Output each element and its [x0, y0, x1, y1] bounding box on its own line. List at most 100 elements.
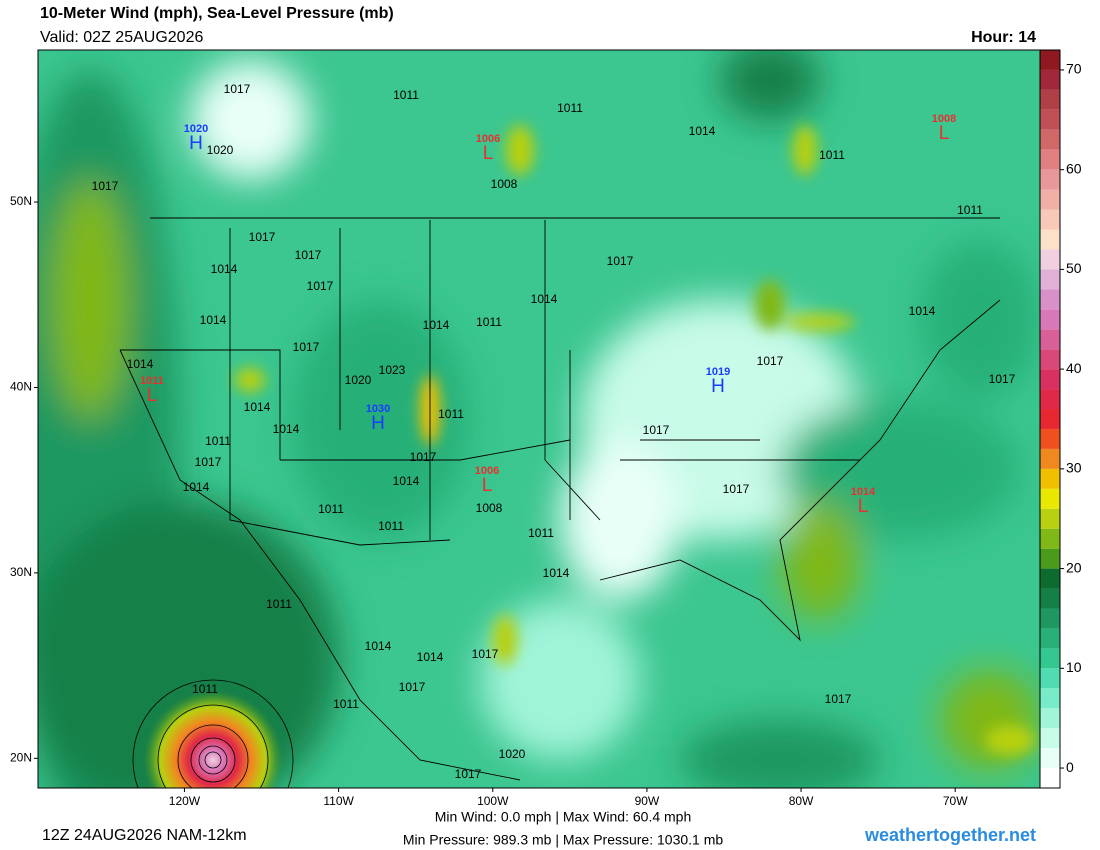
isobar-label: 1017	[307, 279, 334, 293]
colorbar-segment	[1040, 129, 1060, 150]
isobar-label: 1011	[393, 88, 419, 102]
colorbar-segment	[1040, 50, 1060, 70]
colorbar-label: 70	[1066, 61, 1082, 77]
center-letter: L	[939, 123, 950, 144]
isobar-label: 1014	[211, 262, 238, 276]
isobar-label: 1017	[399, 680, 426, 694]
colorbar-label: 20	[1066, 559, 1082, 575]
colorbar-segment	[1040, 389, 1060, 410]
lon-label: 70W	[943, 794, 968, 808]
colorbar-segment	[1040, 149, 1060, 170]
isobar-label: 1017	[643, 423, 670, 437]
isobar-label: 1023	[379, 363, 406, 377]
isobar-label: 1014	[417, 650, 444, 664]
colorbar-label: 10	[1066, 659, 1082, 675]
center-value: 1030	[366, 403, 390, 415]
isobar-label: 1017	[472, 647, 499, 661]
colorbar-segment	[1040, 349, 1060, 370]
storm-core	[143, 690, 283, 788]
isobar-label: 1011	[438, 407, 464, 421]
colorbar-label: 0	[1066, 759, 1074, 775]
colorbar-segment	[1040, 628, 1060, 649]
center-letter: L	[483, 143, 494, 164]
colorbar-segment	[1040, 768, 1060, 788]
isobar-label: 1014	[909, 304, 936, 318]
isobar-label: 1017	[249, 230, 276, 244]
colorbar-label: 30	[1066, 460, 1082, 476]
center-value: 1006	[475, 465, 499, 477]
colorbar-segment	[1040, 548, 1060, 569]
isobar-label: 1017	[92, 179, 119, 193]
isobar-label: 1017	[295, 248, 322, 262]
colorbar-segment	[1040, 309, 1060, 330]
isobar-label: 1014	[543, 566, 570, 580]
colorbar-segment	[1040, 648, 1060, 669]
isobar-label: 1014	[531, 292, 558, 306]
colorbar-segment	[1040, 528, 1060, 549]
lon-label: 110W	[323, 794, 354, 808]
isobar-label: 1014	[423, 318, 450, 332]
colorbar-segment	[1040, 89, 1060, 110]
colorbar-segment	[1040, 329, 1060, 350]
colorbar-segment	[1040, 508, 1060, 529]
isobar-label: 1020	[345, 373, 372, 387]
colorbar-segment	[1040, 229, 1060, 250]
isobar-label: 1011	[318, 502, 344, 516]
isobar-label: 1020	[207, 143, 234, 157]
colorbar-segment	[1040, 209, 1060, 230]
isobar-label: 1014	[273, 422, 300, 436]
isobar-label: 1011	[957, 203, 983, 217]
colorbar-segment	[1040, 748, 1060, 769]
isobar-label: 1017	[607, 254, 634, 268]
lat-label: 20N	[10, 751, 32, 765]
colorbar-segment	[1040, 608, 1060, 629]
colorbar-segment	[1040, 708, 1060, 729]
colorbar-frame	[1039, 49, 1061, 789]
colorbar-segment	[1040, 588, 1060, 609]
lon-label: 100W	[477, 794, 509, 808]
center-value: 1019	[706, 366, 730, 378]
forecast-hour: Hour: 14	[971, 29, 1036, 46]
model-run: 12Z 24AUG2026 NAM-12km	[42, 827, 247, 844]
isobar-label: 1017	[224, 82, 251, 96]
map-field	[38, 50, 1040, 788]
isobar-label: 1011	[266, 597, 292, 611]
isobar-label: 1017	[455, 767, 482, 781]
colorbar-segment	[1040, 189, 1060, 210]
isobar-label: 1014	[127, 357, 154, 371]
center-letter: H	[189, 133, 203, 154]
isobar-label: 1014	[393, 474, 420, 488]
colorbar-label: 40	[1066, 360, 1082, 376]
colorbar-segment	[1040, 468, 1060, 489]
isobar-label: 1011	[476, 315, 502, 329]
lon-label: 120W	[169, 794, 201, 808]
colorbar-label: 60	[1066, 160, 1082, 176]
isobar-label: 1017	[825, 692, 852, 706]
isobar-label: 1011	[378, 519, 404, 533]
pressure-stats: Min Pressure: 989.3 mb | Max Pressure: 1…	[403, 832, 724, 848]
isobar-label: 1011	[528, 526, 554, 540]
isobar-label: 1011	[333, 697, 359, 711]
lon-label: 90W	[635, 794, 660, 808]
colorbar-segment	[1040, 668, 1060, 689]
colorbar-segment	[1040, 269, 1060, 290]
isobar-label: 1020	[499, 747, 526, 761]
center-value: 1014	[851, 486, 876, 498]
isobar-label: 1017	[723, 482, 750, 496]
isobar-label: 1014	[200, 313, 227, 327]
isobar-label: 1011	[819, 148, 845, 162]
site-name: weathertogether.net	[864, 825, 1036, 845]
colorbar-segment	[1040, 169, 1060, 190]
wind-stats: Min Wind: 0.0 mph | Max Wind: 60.4 mph	[435, 809, 692, 825]
colorbar-segment	[1040, 448, 1060, 469]
center-letter: H	[371, 413, 385, 434]
colorbar-segment	[1040, 688, 1060, 709]
center-value: 1006	[476, 133, 500, 145]
isobar-label: 1011	[192, 682, 218, 696]
colorbar-segment	[1040, 428, 1060, 449]
isobar-label: 1008	[491, 177, 518, 191]
center-letter: L	[482, 475, 493, 496]
lon-label: 80W	[789, 794, 814, 808]
colorbar-segment	[1040, 728, 1060, 749]
title: 10-Meter Wind (mph), Sea-Level Pressure …	[40, 5, 394, 22]
